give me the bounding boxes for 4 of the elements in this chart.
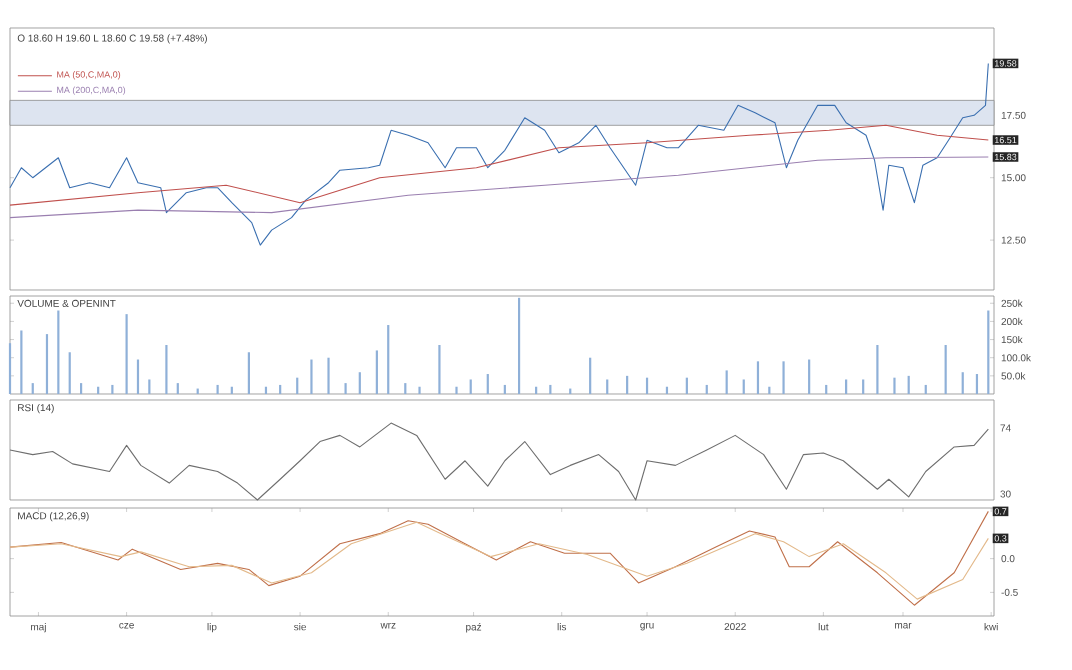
line-series [9,124,989,206]
line-series [9,156,989,219]
line-series [9,521,989,600]
line-series [9,62,989,246]
